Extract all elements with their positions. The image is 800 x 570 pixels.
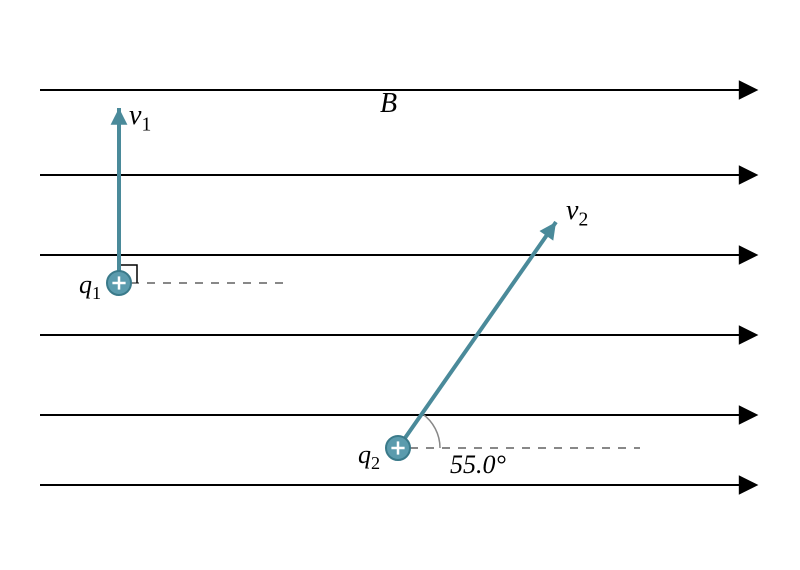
diagram-svg (0, 0, 800, 570)
velocity2-label: v2 (566, 195, 588, 232)
field-label-B: B (380, 88, 397, 120)
charge2-label: q2 (358, 440, 380, 474)
velocity1-label: v1 (129, 100, 151, 137)
charge1-label: q1 (79, 270, 101, 304)
angle2-label: 55.0° (450, 450, 506, 480)
